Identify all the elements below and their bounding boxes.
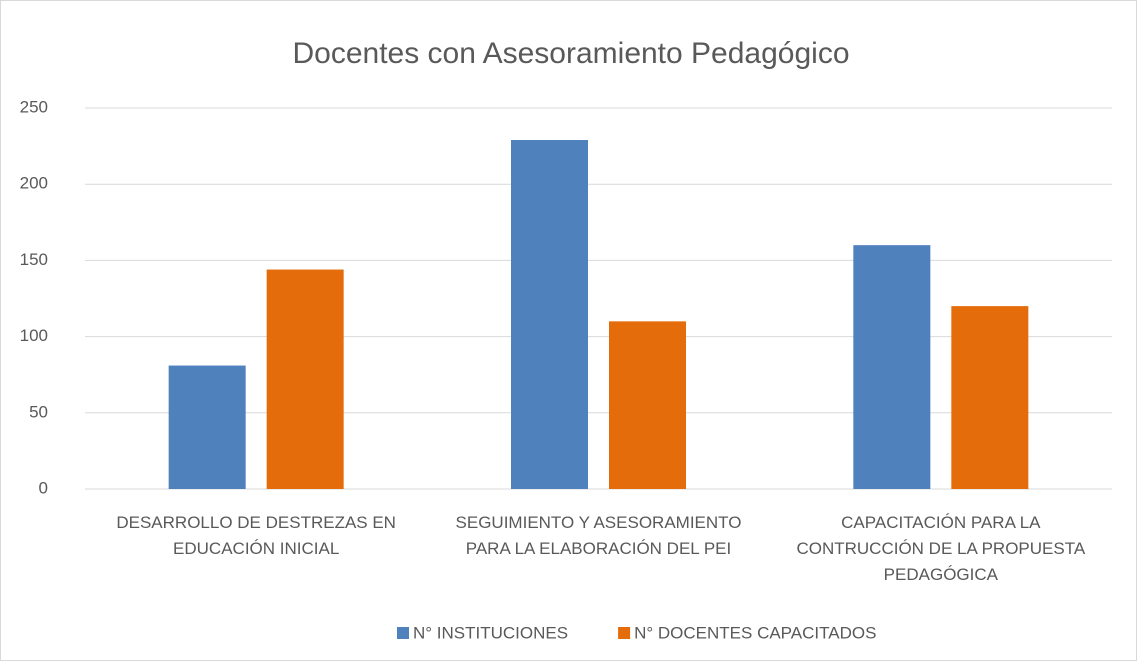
legend-label: N° DOCENTES CAPACITADOS (634, 623, 876, 642)
bar (168, 365, 246, 489)
bar (511, 140, 588, 489)
legend-label: N° INSTITUCIONES (413, 623, 568, 642)
bar (951, 306, 1029, 489)
chart-title: Docentes con Asesoramiento Pedagógico (292, 37, 849, 70)
y-tick-label: 150 (20, 250, 48, 269)
x-tick-label: CAPACITACIÓN PARA LA CONTRUCCIÓN DE LA P… (796, 513, 1086, 584)
bar (266, 269, 344, 489)
bar (609, 321, 686, 489)
y-tick-label: 100 (20, 326, 48, 345)
y-tick-label: 0 (39, 478, 48, 497)
x-tick-label: DESARROLLO DE DESTREZAS EN EDUCACIÓN INI… (116, 513, 396, 558)
y-tick-label: 200 (20, 174, 48, 193)
legend-swatch (618, 627, 631, 639)
y-tick-label: 250 (20, 97, 48, 116)
x-tick-label: SEGUIMIENTO Y ASESORAMIENTO PARA LA ELAB… (455, 513, 742, 558)
y-tick-label: 50 (29, 402, 48, 421)
bar (853, 245, 931, 489)
legend-swatch (397, 627, 409, 639)
